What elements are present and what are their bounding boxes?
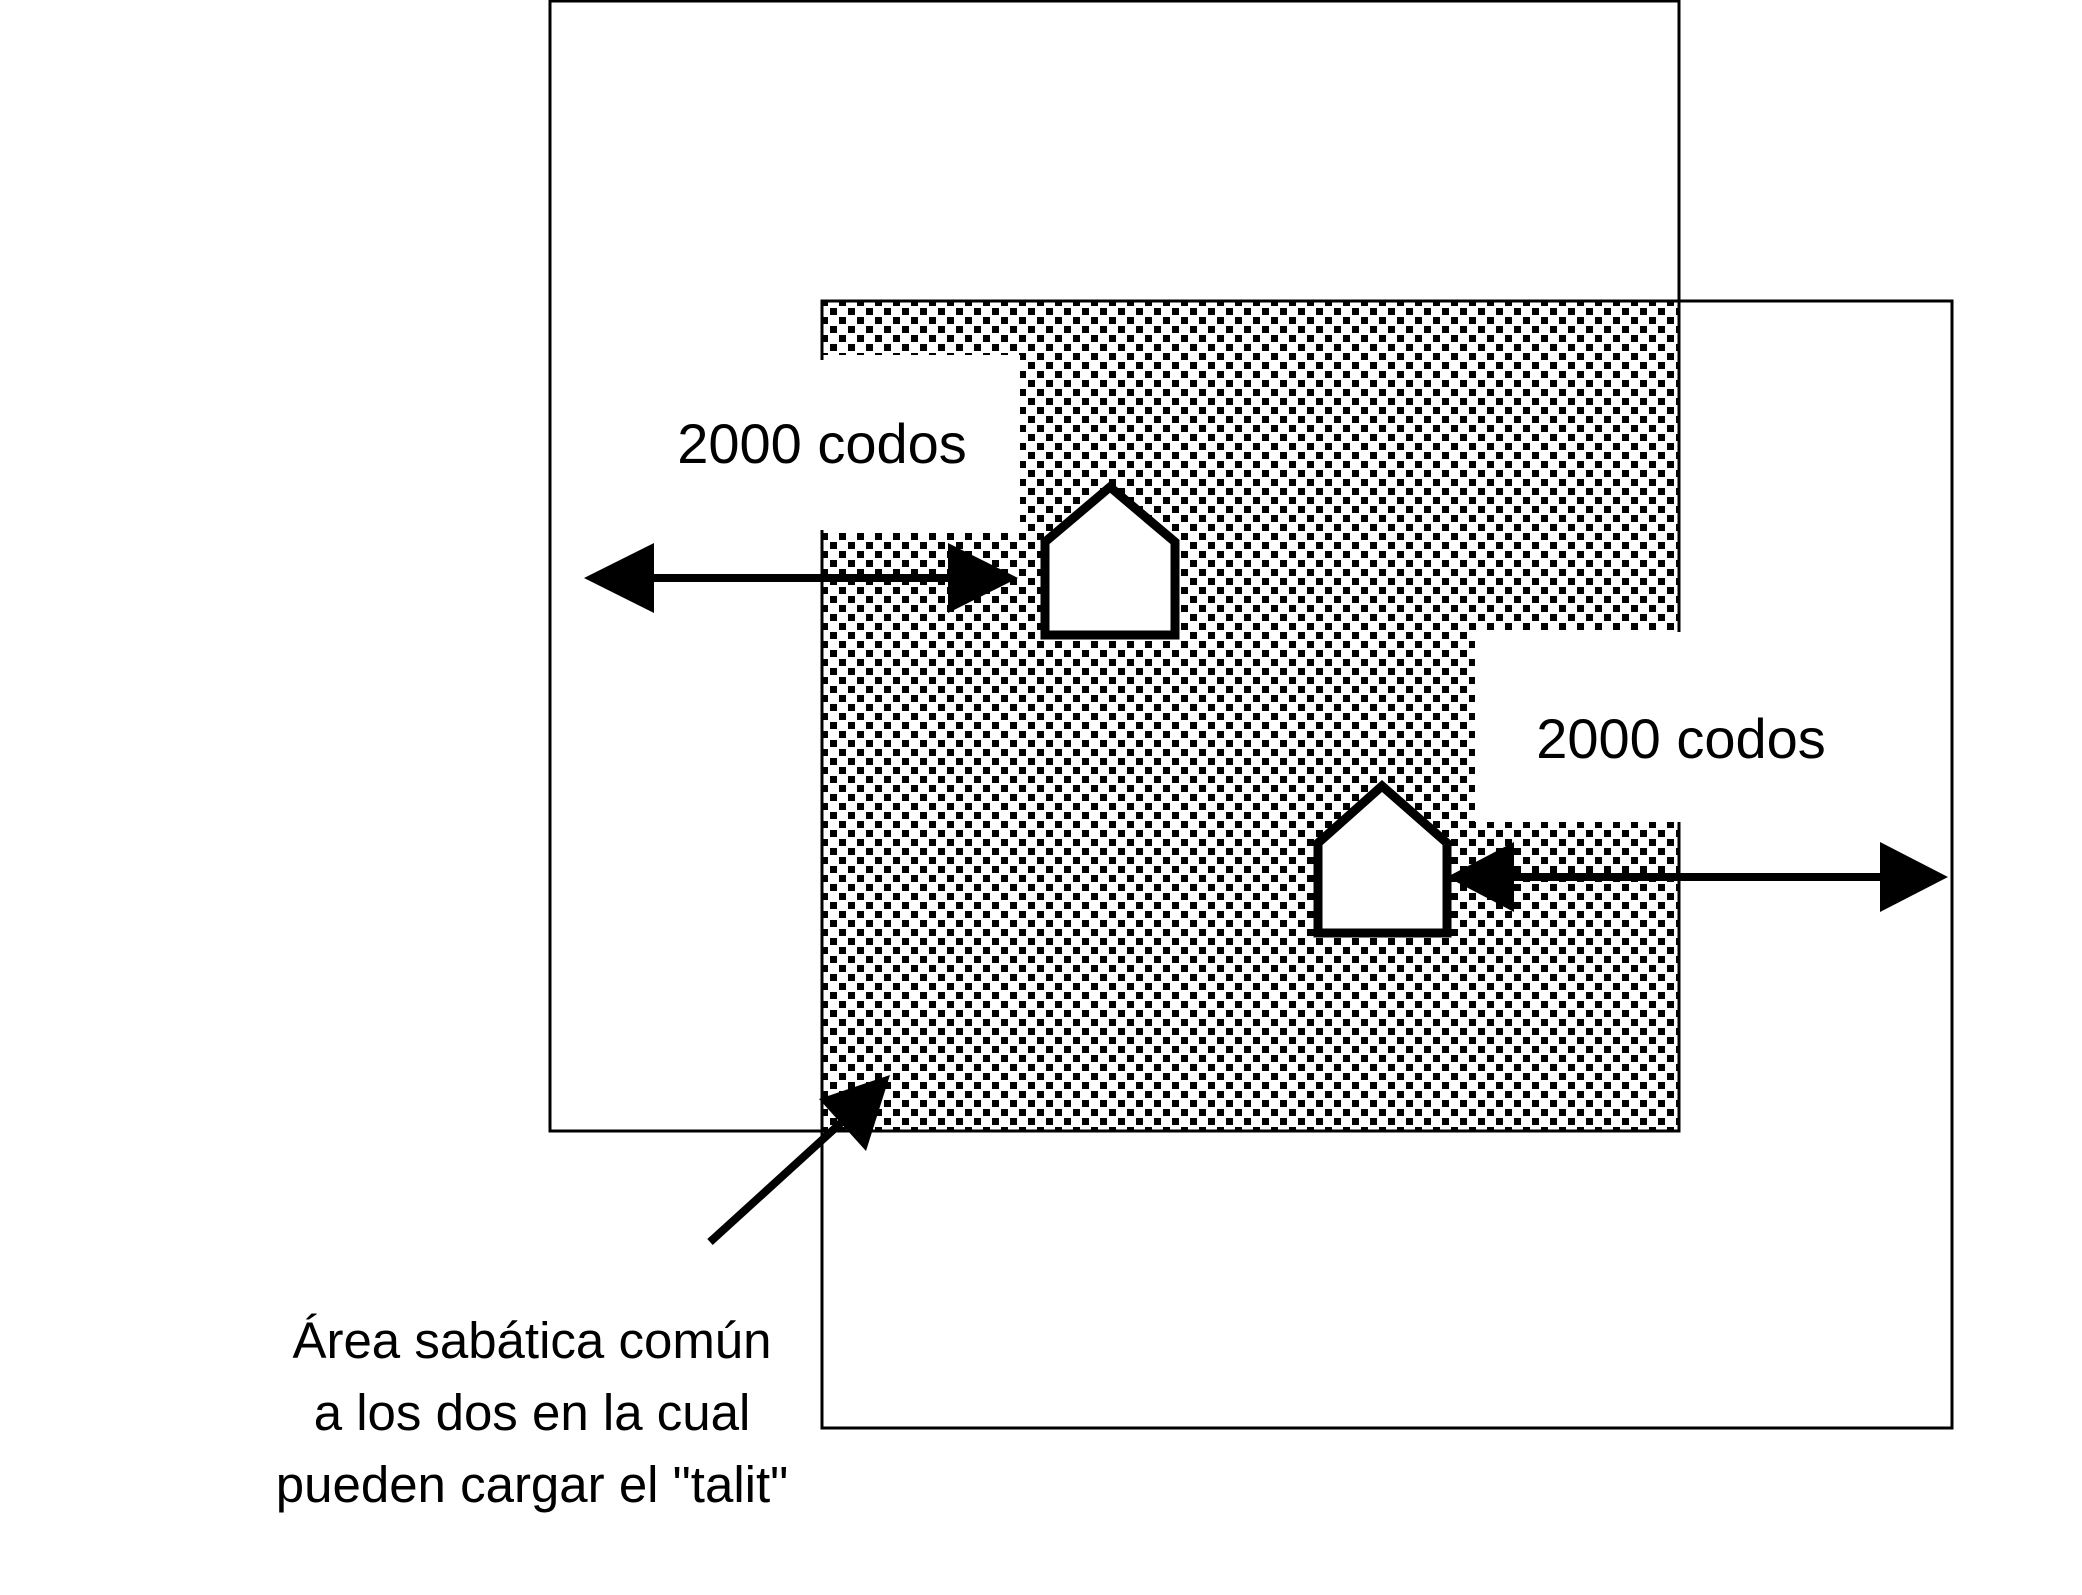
label-background-right [1475, 632, 1685, 822]
distance-label-left: 2000 codos [677, 412, 967, 475]
label-background-left [810, 355, 1020, 533]
caption-line-2: a los dos en la cual [314, 1384, 751, 1441]
caption-line-1: Área sabática común [292, 1312, 771, 1369]
house-icon [1313, 779, 1452, 938]
double-arrow-left [584, 543, 1018, 613]
border-gap-left [810, 360, 830, 530]
boundary-square-2 [820, 299, 1954, 1430]
distance-label-right: 2000 codos [1536, 707, 1826, 770]
caption-line-3: pueden cargar el "talit" [276, 1456, 789, 1513]
house-icon [1040, 481, 1180, 640]
pointer-arrow [707, 1075, 890, 1245]
border-gap-right [1670, 632, 1690, 822]
double-arrow-right [1447, 842, 1948, 912]
boundary-square-1 [548, 0, 1681, 1133]
